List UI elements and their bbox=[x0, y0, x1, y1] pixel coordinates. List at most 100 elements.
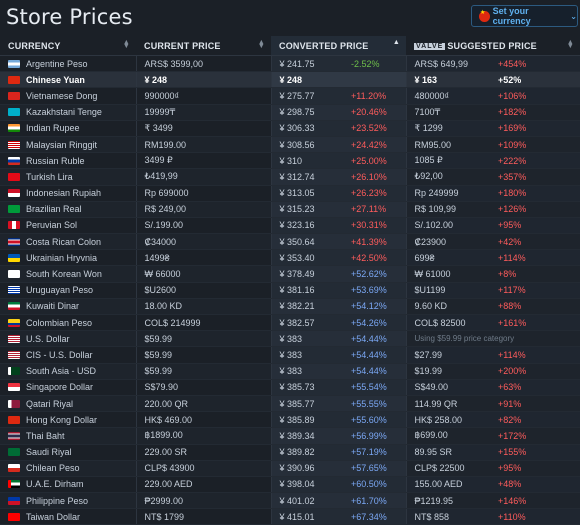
header-suggested-price[interactable]: VALVE SUGGESTED PRICE ▲ ▼ bbox=[406, 36, 580, 56]
converted-price-cell: ¥ 350.64 bbox=[270, 233, 343, 251]
current-price-cell: COL$ 214999 bbox=[135, 314, 271, 332]
header-converted-price-label: CONVERTED PRICE bbox=[279, 40, 369, 51]
converted-price-cell: ¥ 401.02 bbox=[270, 492, 343, 510]
qa-flag-icon bbox=[8, 399, 20, 408]
table-row: Colombian Peso COL$ 214999 ¥ 382.57 +54.26%… bbox=[0, 314, 580, 332]
converted-price-cell: ¥ 385.89 bbox=[270, 411, 343, 429]
converted-price-cell: ¥ 312.74 bbox=[270, 168, 343, 186]
table-row: Saudi Riyal 229.00 SR ¥ 389.82 +57.19% 89.95… bbox=[0, 444, 580, 461]
suggested-pct-cell: +126% bbox=[490, 201, 580, 218]
current-price-cell: ¥ 248 bbox=[135, 71, 271, 89]
converted-pct-cell: +54.26% bbox=[343, 314, 407, 332]
suggested-price-cell: S/.102.00 bbox=[405, 217, 491, 235]
table-row: Thai Baht ฿1899.00 ¥ 389.34 +56.99% ฿699.00 +… bbox=[0, 427, 580, 445]
converted-pct-cell: +27.11% bbox=[343, 201, 407, 218]
currency-cell: Saudi Riyal bbox=[0, 444, 136, 461]
currency-cell: Hong Kong Dollar bbox=[0, 411, 136, 429]
suggested-price-cell: Rp 249999 bbox=[405, 185, 491, 202]
us-flag-icon bbox=[8, 334, 20, 343]
china-flag-icon bbox=[479, 9, 490, 22]
currency-name: Saudi Riyal bbox=[26, 447, 72, 458]
converted-pct-cell: +56.99% bbox=[343, 427, 407, 445]
suggested-price-cell: 699₴ bbox=[405, 249, 491, 267]
suggested-price-cell: NT$ 858 bbox=[405, 508, 491, 525]
converted-pct-cell: +26.10% bbox=[343, 168, 407, 186]
converted-price-cell: ¥ 381.16 bbox=[270, 282, 343, 299]
current-price-cell: ₱2999.00 bbox=[135, 492, 271, 510]
current-price-cell: 18.00 KD bbox=[135, 298, 271, 316]
table-row: South Korean Won ₩ 66000 ¥ 378.49 +52.62% ₩ … bbox=[0, 265, 580, 283]
sort-ascending-icon: ▲ bbox=[392, 39, 401, 46]
currency-name: Colombian Peso bbox=[26, 317, 93, 328]
header-current-price[interactable]: CURRENT PRICE ▲ ▼ bbox=[136, 36, 271, 56]
current-price-cell: ฿1899.00 bbox=[135, 427, 271, 445]
suggested-price-cell: ₺92,00 bbox=[405, 168, 491, 186]
cr-flag-icon bbox=[8, 237, 20, 246]
currency-cell: Colombian Peso bbox=[0, 314, 136, 332]
currency-cell: Thai Baht bbox=[0, 427, 136, 445]
set-currency-button[interactable]: Set your currency ⌄ bbox=[471, 5, 578, 27]
cn-flag-icon bbox=[8, 75, 20, 84]
th-flag-icon bbox=[8, 431, 20, 440]
table-row: Peruvian Sol S/.199.00 ¥ 323.16 +30.31% S/.1… bbox=[0, 217, 580, 235]
table-row: Brazilian Real R$ 249,00 ¥ 315.23 +27.11% R$… bbox=[0, 201, 580, 218]
suggested-pct-cell: +169% bbox=[490, 120, 580, 137]
current-price-cell: ₺419,99 bbox=[135, 168, 271, 186]
converted-pct-cell: +67.34% bbox=[343, 508, 407, 525]
converted-price-cell: ¥ 298.75 bbox=[270, 104, 343, 121]
currency-name: Brazilian Real bbox=[26, 204, 82, 215]
suggested-pct-cell: +200% bbox=[490, 363, 580, 380]
suggested-price-cell: ¥ 163 bbox=[405, 71, 491, 89]
suggested-pct-cell: +8% bbox=[490, 265, 580, 283]
suggested-pct-cell: +155% bbox=[490, 444, 580, 461]
currency-cell: Taiwan Dollar bbox=[0, 508, 136, 525]
header-converted-price[interactable]: CONVERTED PRICE ▲ bbox=[271, 36, 407, 56]
header-currency[interactable]: CURRENCY ▲ ▼ bbox=[0, 36, 136, 56]
table-row: Malaysian Ringgit RM199.00 ¥ 308.56 +24.42%… bbox=[0, 136, 580, 154]
converted-pct-cell: +25.00% bbox=[343, 152, 407, 170]
converted-pct-cell: +11.20% bbox=[343, 87, 407, 105]
suggested-pct-cell: +180% bbox=[490, 185, 580, 202]
converted-pct-cell: +60.50% bbox=[343, 476, 407, 494]
converted-pct-cell: +54.44% bbox=[343, 363, 407, 380]
suggested-pct-cell: +106% bbox=[490, 87, 580, 105]
suggested-pct-cell: +454% bbox=[490, 55, 580, 73]
header-suggested-price-label: SUGGESTED PRICE bbox=[447, 40, 537, 51]
kr-flag-icon bbox=[8, 270, 20, 279]
suggested-pct-cell: +52% bbox=[490, 71, 580, 89]
converted-price-cell: ¥ 383 bbox=[270, 346, 343, 364]
uy-flag-icon bbox=[8, 286, 20, 295]
currency-cell: South Korean Won bbox=[0, 265, 136, 283]
ph-flag-icon bbox=[8, 496, 20, 505]
sa-flag-icon bbox=[8, 448, 20, 457]
currency-name: Hong Kong Dollar bbox=[26, 414, 98, 425]
suggested-price-cell: $27.99 bbox=[405, 346, 491, 364]
currency-name: Russian Ruble bbox=[26, 155, 85, 166]
currency-cell: Ukrainian Hryvnia bbox=[0, 249, 136, 267]
tw-flag-icon bbox=[8, 512, 20, 521]
currency-cell: Kazakhstani Tenge bbox=[0, 104, 136, 121]
chevron-down-icon: ⌄ bbox=[570, 11, 577, 21]
currency-name: Turkish Lira bbox=[26, 171, 73, 182]
hk-flag-icon bbox=[8, 415, 20, 424]
table-row: Qatari Riyal 220.00 QR ¥ 385.77 +55.55% 114.… bbox=[0, 395, 580, 413]
converted-price-cell: ¥ 313.05 bbox=[270, 185, 343, 202]
table-row: Uruguayan Peso $U2600 ¥ 381.16 +53.69% $U119… bbox=[0, 282, 580, 299]
current-price-cell: 1499₴ bbox=[135, 249, 271, 267]
converted-price-cell: ¥ 315.23 bbox=[270, 201, 343, 218]
currency-name: South Korean Won bbox=[26, 269, 102, 280]
suggested-pct-cell: +110% bbox=[490, 508, 580, 525]
suggested-pct-cell: +48% bbox=[490, 476, 580, 494]
converted-pct-cell: +53.69% bbox=[343, 282, 407, 299]
current-price-cell: $59.99 bbox=[135, 346, 271, 364]
suggested-price-note: Using $59.99 price category bbox=[405, 330, 580, 348]
table-row: Russian Ruble 3499 ₽ ¥ 310 +25.00% 1085 ₽ +22… bbox=[0, 152, 580, 170]
suggested-price-cell: $U1199 bbox=[405, 282, 491, 299]
current-price-cell: 220.00 QR bbox=[135, 395, 271, 413]
converted-pct-cell: +42.50% bbox=[343, 249, 407, 267]
page-title: Store Prices bbox=[6, 5, 133, 29]
currency-cell: South Asia - USD bbox=[0, 363, 136, 380]
currency-cell: Indian Rupee bbox=[0, 120, 136, 137]
currency-cell: Chinese Yuan bbox=[0, 71, 136, 89]
id-flag-icon bbox=[8, 189, 20, 198]
